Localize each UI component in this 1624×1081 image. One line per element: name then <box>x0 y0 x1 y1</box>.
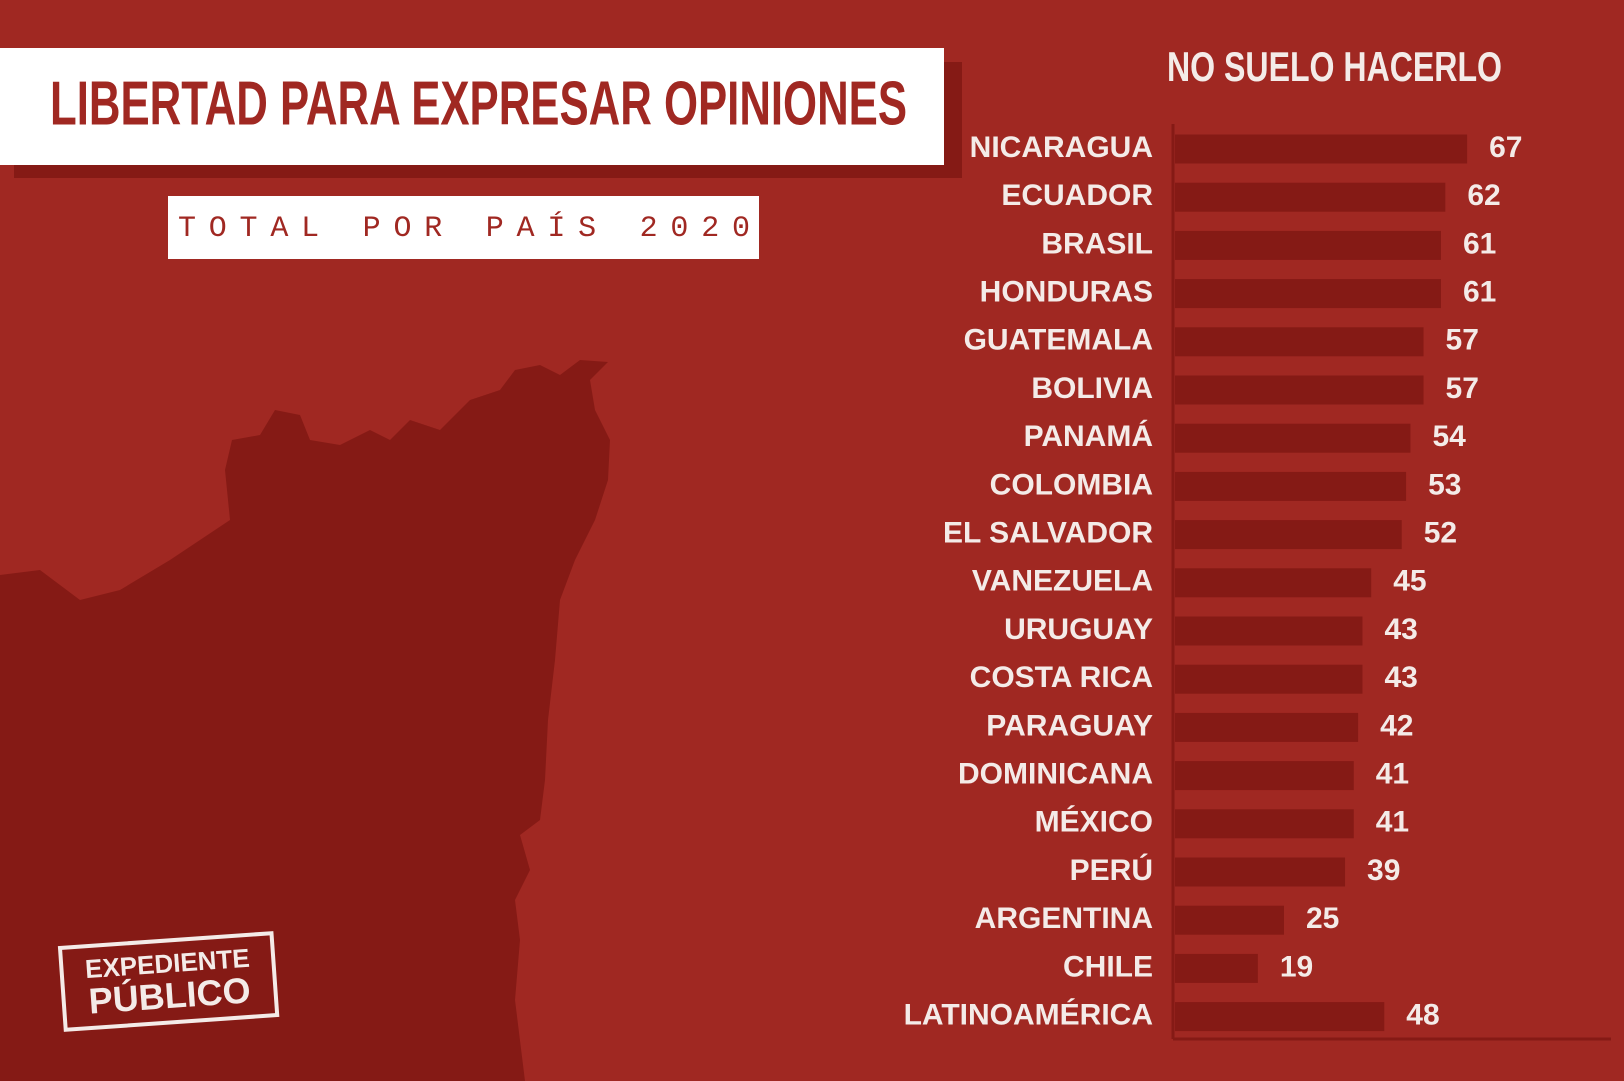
bar <box>1175 616 1363 646</box>
bar <box>1175 230 1441 260</box>
value-label: 53 <box>1428 468 1461 501</box>
category-label: BOLIVIA <box>1031 372 1153 405</box>
category-label: COSTA RICA <box>970 661 1153 694</box>
category-label: EL SALVADOR <box>943 517 1153 550</box>
value-label: 57 <box>1446 324 1479 357</box>
bar <box>1175 182 1446 212</box>
bar <box>1175 953 1258 983</box>
value-label: 54 <box>1432 420 1466 453</box>
bar <box>1175 809 1354 839</box>
value-label: 48 <box>1406 999 1439 1032</box>
category-label: PANAMÁ <box>1024 419 1153 453</box>
value-label: 61 <box>1463 227 1496 260</box>
chart-title: LIBERTAD PARA EXPRESAR OPINIONES <box>50 69 907 138</box>
value-label: 52 <box>1424 517 1457 550</box>
value-label: 39 <box>1367 854 1400 887</box>
value-label: 41 <box>1376 758 1409 791</box>
map-silhouette <box>0 360 610 1081</box>
value-label: 42 <box>1380 709 1413 742</box>
value-label: 25 <box>1306 902 1339 935</box>
chart-subtitle: TOTAL POR PAÍS 2020 <box>178 211 750 246</box>
category-label: BRASIL <box>1041 227 1153 260</box>
category-label: MÉXICO <box>1035 805 1153 839</box>
bar <box>1175 905 1284 935</box>
value-label: 41 <box>1376 806 1409 839</box>
bar <box>1175 471 1407 501</box>
bar <box>1175 1002 1385 1032</box>
value-label: 57 <box>1446 372 1479 405</box>
bar <box>1175 761 1354 791</box>
category-label: LATINOAMÉRICA <box>904 998 1153 1032</box>
value-label: 45 <box>1393 565 1426 598</box>
bar <box>1175 375 1424 405</box>
value-label: 67 <box>1489 131 1522 164</box>
category-label: CHILE <box>1063 950 1153 983</box>
category-label: ECUADOR <box>1001 179 1153 212</box>
value-label: 43 <box>1384 661 1417 694</box>
bar <box>1175 423 1411 453</box>
category-label: VANEZUELA <box>972 565 1153 598</box>
value-label: 19 <box>1280 950 1313 983</box>
category-label: ARGENTINA <box>975 902 1153 935</box>
bar <box>1175 279 1441 309</box>
title-box <box>0 48 944 165</box>
value-label: 62 <box>1467 179 1500 212</box>
category-label: NICARAGUA <box>970 131 1153 164</box>
bar <box>1175 712 1359 742</box>
category-label: PARAGUAY <box>986 709 1153 742</box>
value-label: 61 <box>1463 276 1496 309</box>
bar <box>1175 664 1363 694</box>
logo-frame <box>57 931 280 1032</box>
category-label: PERÚ <box>1070 853 1153 887</box>
bar <box>1175 520 1402 550</box>
bar <box>1175 327 1424 357</box>
series-header: NO SUELO HACERLO <box>1167 43 1502 90</box>
bar <box>1175 134 1468 164</box>
category-label: DOMINICANA <box>958 758 1153 791</box>
category-label: COLOMBIA <box>990 468 1153 501</box>
subtitle-box <box>168 196 759 259</box>
value-label: 43 <box>1384 613 1417 646</box>
bar <box>1175 857 1346 887</box>
category-label: URUGUAY <box>1004 613 1153 646</box>
logo: EXPEDIENTE PÚBLICO <box>57 931 280 1032</box>
category-label: GUATEMALA <box>964 324 1153 357</box>
category-label: HONDURAS <box>980 276 1153 309</box>
bar <box>1175 568 1372 598</box>
